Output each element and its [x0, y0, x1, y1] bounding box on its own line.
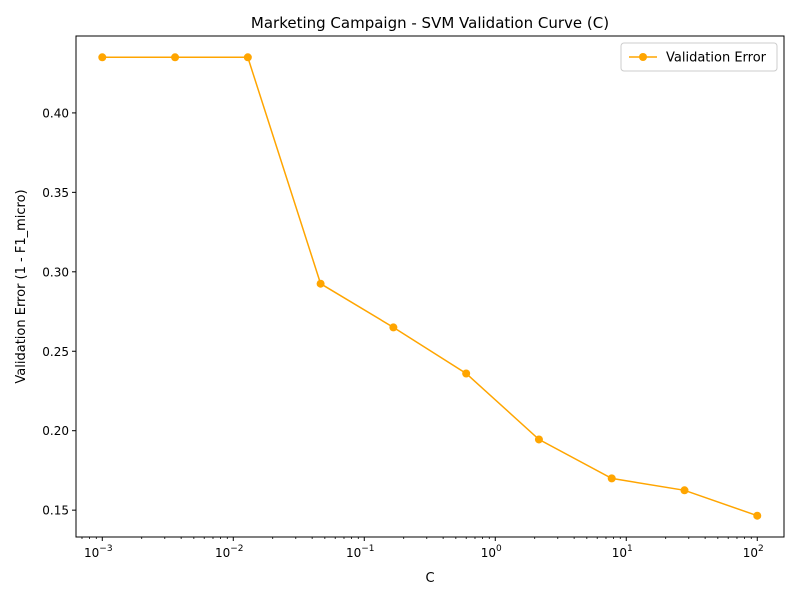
data-point: [462, 369, 471, 378]
data-point: [243, 53, 252, 62]
x-tick-label: 10−3: [84, 544, 113, 560]
x-tick-exponent: −2: [230, 544, 243, 554]
x-tick-base: 10: [612, 546, 627, 560]
y-tick-label: 0.20: [42, 424, 69, 438]
legend-marker: [639, 53, 647, 61]
x-tick-exponent: 0: [496, 544, 502, 554]
x-tick-exponent: 2: [758, 544, 764, 554]
x-axis: 10−3 10−2 10−1 100 101 102: [81, 537, 764, 560]
x-tick-label: 101: [612, 544, 633, 560]
x-tick-exponent: −1: [361, 544, 374, 554]
data-point: [753, 511, 762, 520]
data-point: [316, 279, 325, 288]
x-tick-exponent: 1: [627, 544, 633, 554]
x-tick-label: 10−1: [346, 544, 375, 560]
x-tick-base: 10: [481, 546, 496, 560]
legend: Validation Error: [620, 42, 778, 72]
y-axis-label: Validation Error (1 - F1_micro): [14, 189, 29, 383]
data-point: [680, 486, 689, 495]
data-point: [171, 53, 180, 62]
legend-label: Validation Error: [666, 51, 767, 66]
y-tick-label: 0.15: [42, 504, 69, 518]
x-tick-base: 10: [743, 546, 758, 560]
x-tick-exponent: −3: [99, 544, 112, 554]
y-tick-label: 0.40: [42, 106, 69, 120]
data-point: [607, 474, 616, 483]
y-axis: 0.15 0.20 0.25 0.30 0.35 0.40: [42, 106, 76, 518]
data-point: [98, 53, 107, 62]
x-tick-base: 10: [84, 546, 99, 560]
series-line: [102, 56, 758, 517]
data-point: [534, 435, 543, 444]
y-tick-label: 0.35: [42, 186, 69, 200]
x-tick-label: 100: [481, 544, 502, 560]
series-layer: [98, 53, 762, 520]
x-axis-label: C: [425, 571, 434, 586]
chart-title: Marketing Campaign - SVM Validation Curv…: [251, 14, 609, 32]
plot-frame: [75, 35, 785, 538]
data-point: [389, 323, 398, 332]
x-tick-label: 102: [743, 544, 764, 560]
plot-area: [76, 36, 784, 537]
legend-box: [620, 42, 778, 72]
y-tick-label: 0.30: [42, 265, 69, 279]
x-tick-base: 10: [215, 546, 230, 560]
x-tick-label: 10−2: [215, 544, 244, 560]
x-tick-base: 10: [346, 546, 361, 560]
y-tick-label: 0.25: [42, 345, 69, 359]
